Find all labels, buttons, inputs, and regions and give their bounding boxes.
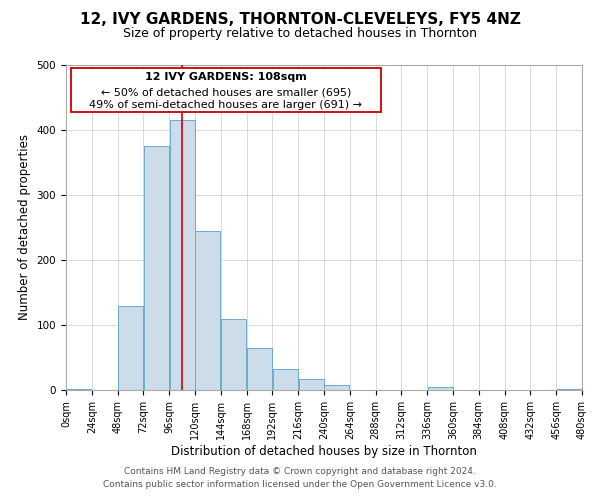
X-axis label: Distribution of detached houses by size in Thornton: Distribution of detached houses by size … xyxy=(171,444,477,458)
Text: Size of property relative to detached houses in Thornton: Size of property relative to detached ho… xyxy=(123,28,477,40)
Bar xyxy=(299,379,323,390)
Bar xyxy=(325,386,349,390)
Bar xyxy=(221,318,246,390)
Bar xyxy=(247,348,272,390)
Bar xyxy=(144,146,169,390)
Text: Contains HM Land Registry data © Crown copyright and database right 2024.: Contains HM Land Registry data © Crown c… xyxy=(124,467,476,476)
Bar xyxy=(196,231,220,390)
Bar xyxy=(170,120,194,390)
FancyBboxPatch shape xyxy=(71,68,381,112)
Y-axis label: Number of detached properties: Number of detached properties xyxy=(18,134,31,320)
Text: Contains public sector information licensed under the Open Government Licence v3: Contains public sector information licen… xyxy=(103,480,497,489)
Text: 12, IVY GARDENS, THORNTON-CLEVELEYS, FY5 4NZ: 12, IVY GARDENS, THORNTON-CLEVELEYS, FY5… xyxy=(80,12,520,28)
Text: 49% of semi-detached houses are larger (691) →: 49% of semi-detached houses are larger (… xyxy=(89,100,362,110)
Bar xyxy=(118,306,143,390)
Bar xyxy=(428,387,452,390)
Text: 12 IVY GARDENS: 108sqm: 12 IVY GARDENS: 108sqm xyxy=(145,72,307,82)
Text: ← 50% of detached houses are smaller (695): ← 50% of detached houses are smaller (69… xyxy=(101,87,351,97)
Bar xyxy=(273,368,298,390)
Bar xyxy=(557,388,581,390)
Bar xyxy=(67,388,91,390)
